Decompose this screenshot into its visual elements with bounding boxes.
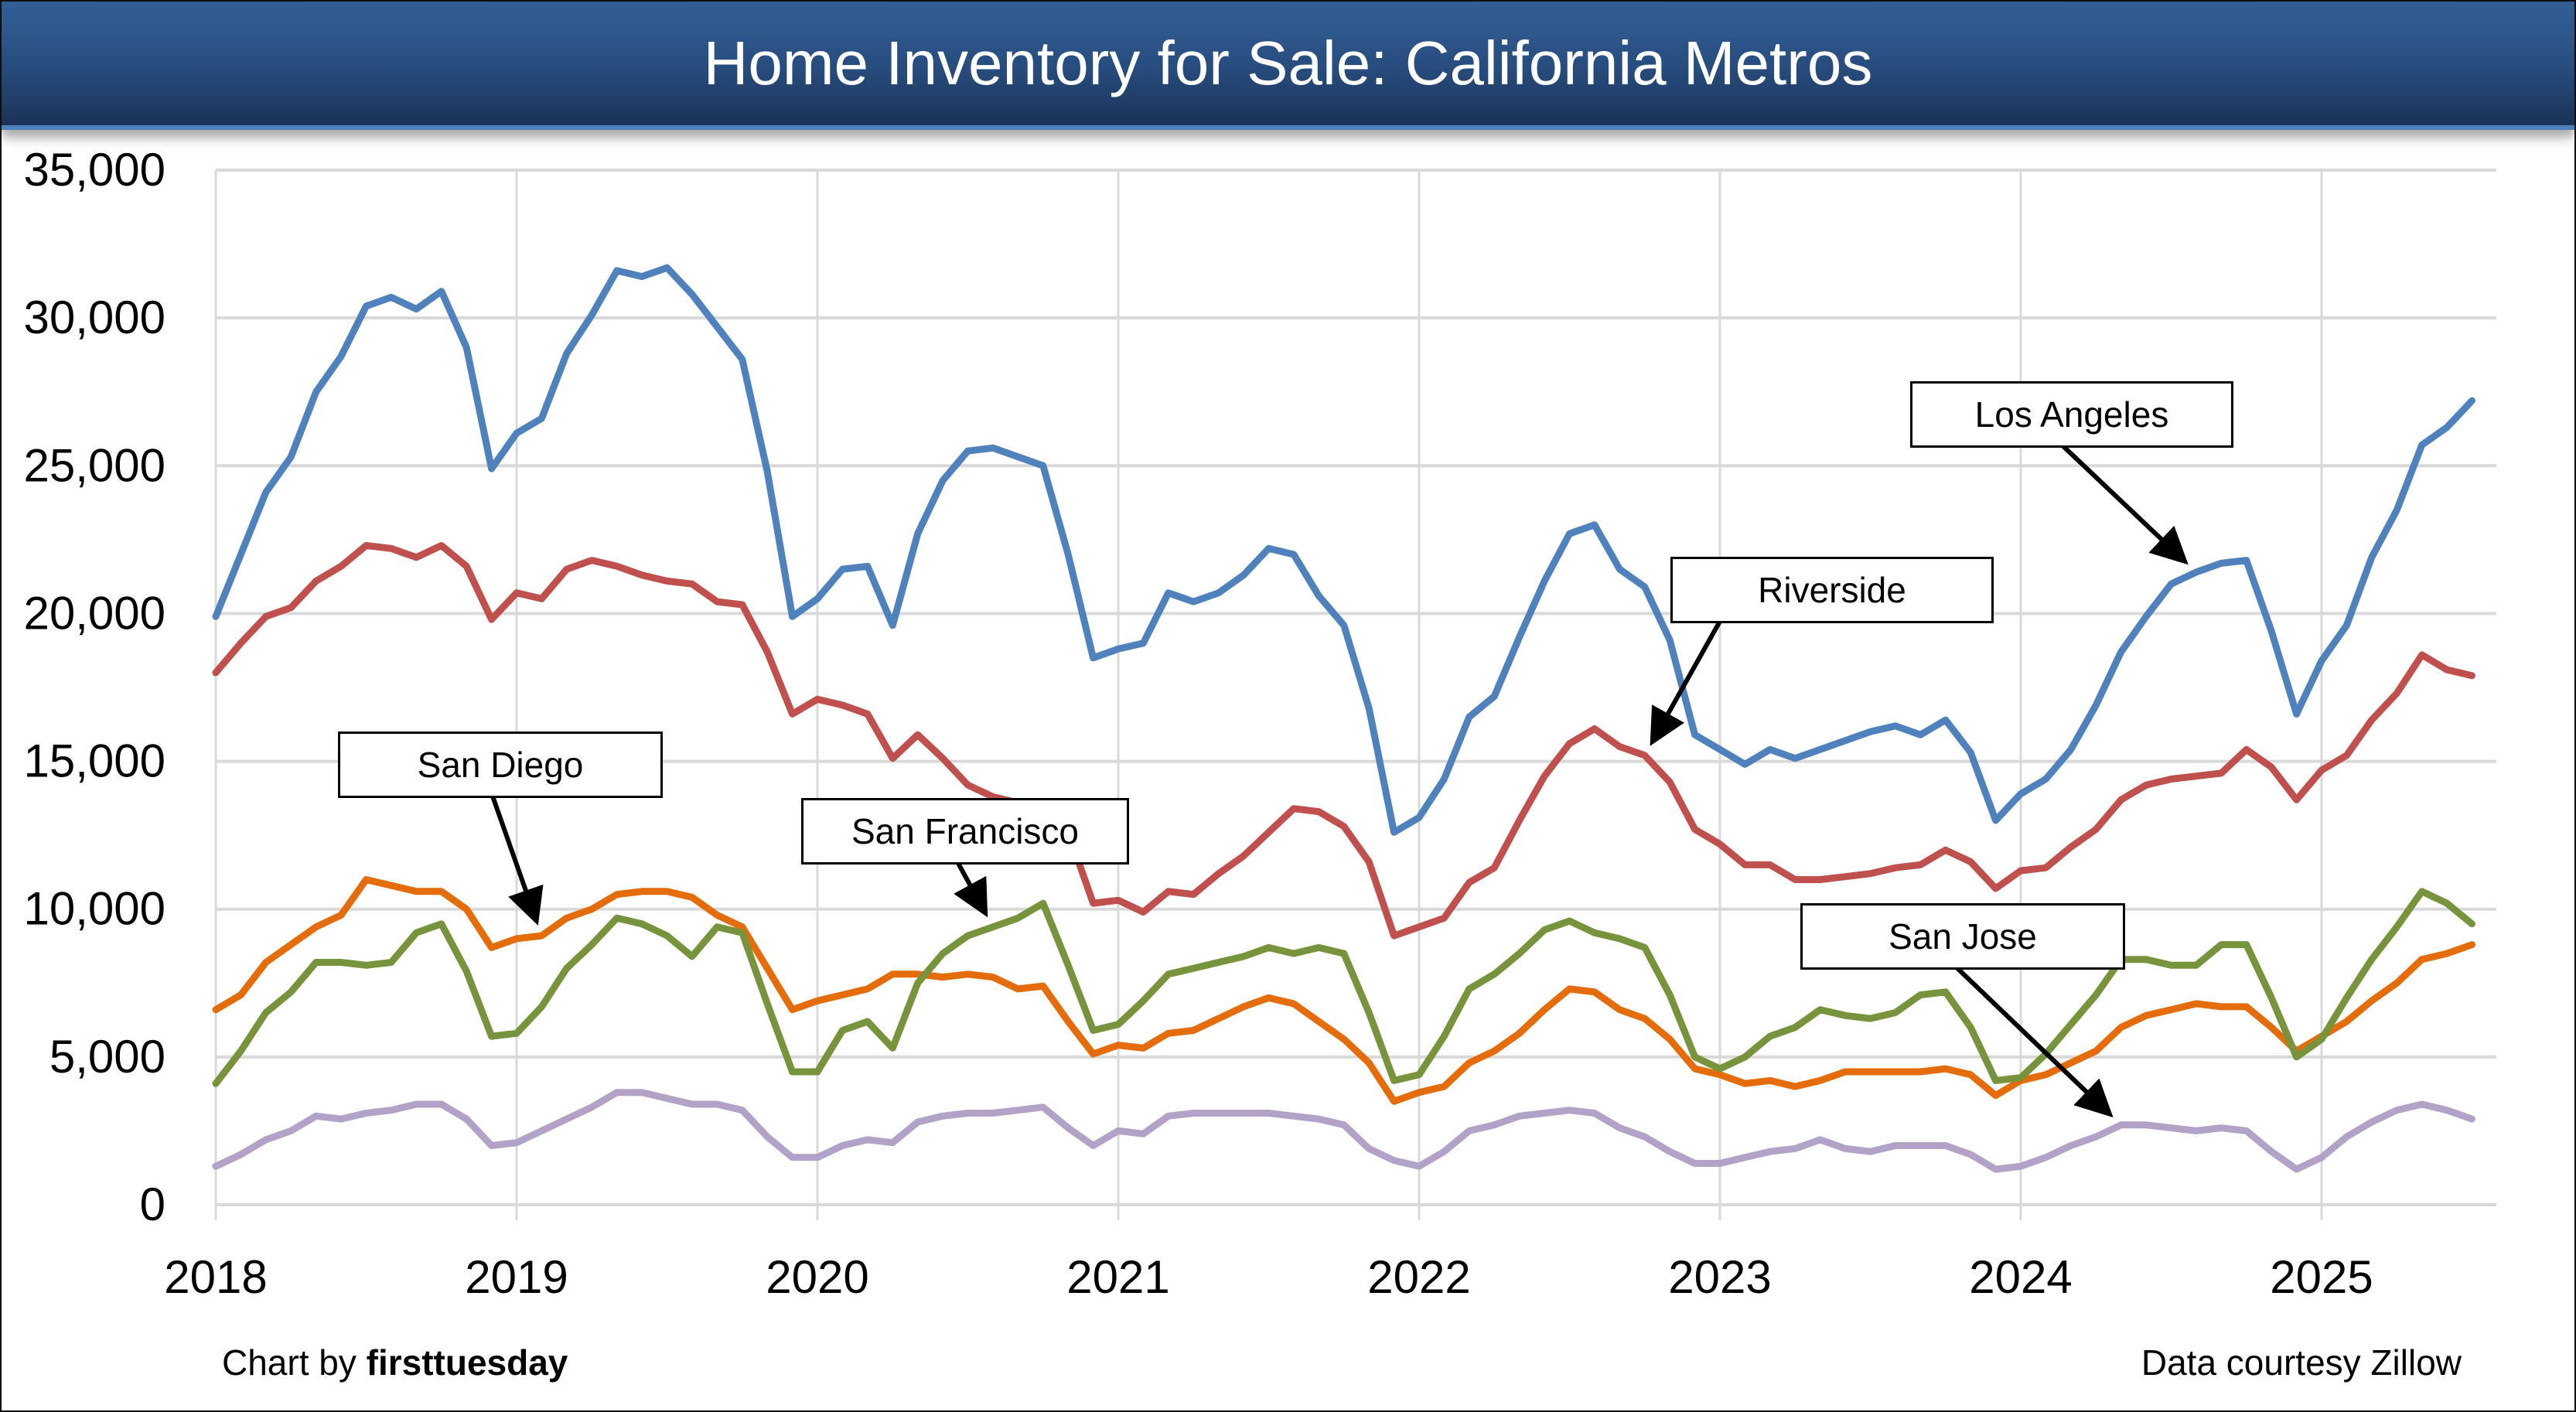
- y-tick-label: 20,000: [23, 587, 165, 639]
- annotation-san-diego: San Diego: [338, 732, 663, 798]
- x-tick-label: 2018: [164, 1251, 267, 1303]
- x-tick-label: 2025: [2270, 1251, 2373, 1303]
- y-tick-label: 5,000: [49, 1031, 165, 1083]
- annotation-label: San Jose: [1888, 916, 2037, 957]
- annotation-arrow: [489, 793, 544, 926]
- annotation-los-angeles: Los Angeles: [1910, 381, 2233, 448]
- x-tick-label: 2020: [766, 1251, 868, 1303]
- credit-prefix: Chart by: [222, 1342, 367, 1383]
- annotation-riverside: Riverside: [1670, 557, 1994, 623]
- y-tick-label: 10,000: [23, 883, 165, 935]
- series-line-san-jose: [212, 1089, 2475, 1173]
- annotation-arrow: [1650, 617, 1724, 746]
- y-tick-label: 0: [140, 1178, 165, 1230]
- title-bar: Home Inventory for Sale: California Metr…: [2, 2, 2574, 130]
- x-tick-label: 2019: [465, 1251, 568, 1303]
- annotation-arrow: [1952, 963, 2114, 1118]
- annotation-arrow: [954, 858, 988, 918]
- series-line-los-angeles: [212, 264, 2475, 836]
- x-tick-label: 2024: [1969, 1251, 2072, 1303]
- chart-credit: Chart by firsttuesday: [222, 1342, 568, 1383]
- x-tick-label: 2023: [1668, 1251, 1771, 1303]
- data-source: Data courtesy Zillow: [2141, 1342, 2462, 1383]
- y-tick-label: 15,000: [23, 735, 165, 787]
- x-tick-label: 2021: [1066, 1251, 1169, 1303]
- annotation-san-francisco: San Francisco: [801, 798, 1129, 865]
- annotation-label: San Francisco: [851, 811, 1079, 851]
- annotation-label: Los Angeles: [1974, 394, 2169, 435]
- chart-title: Home Inventory for Sale: California Metr…: [703, 29, 1873, 97]
- annotation-san-jose: San Jose: [1800, 903, 2125, 970]
- y-tick-label: 35,000: [23, 144, 165, 196]
- series-line-san-diego: [212, 876, 2475, 1105]
- series-line-san-francisco: [212, 888, 2475, 1087]
- x-tick-label: 2022: [1367, 1251, 1470, 1303]
- annotation-arrow: [2058, 441, 2189, 565]
- annotation-label: Riverside: [1758, 570, 1906, 610]
- series-line-riverside: [212, 542, 2475, 940]
- annotation-label: San Diego: [417, 745, 584, 785]
- credit-brand: firsttuesday: [366, 1342, 568, 1383]
- y-tick-label: 30,000: [23, 292, 165, 343]
- y-tick-label: 25,000: [23, 439, 165, 491]
